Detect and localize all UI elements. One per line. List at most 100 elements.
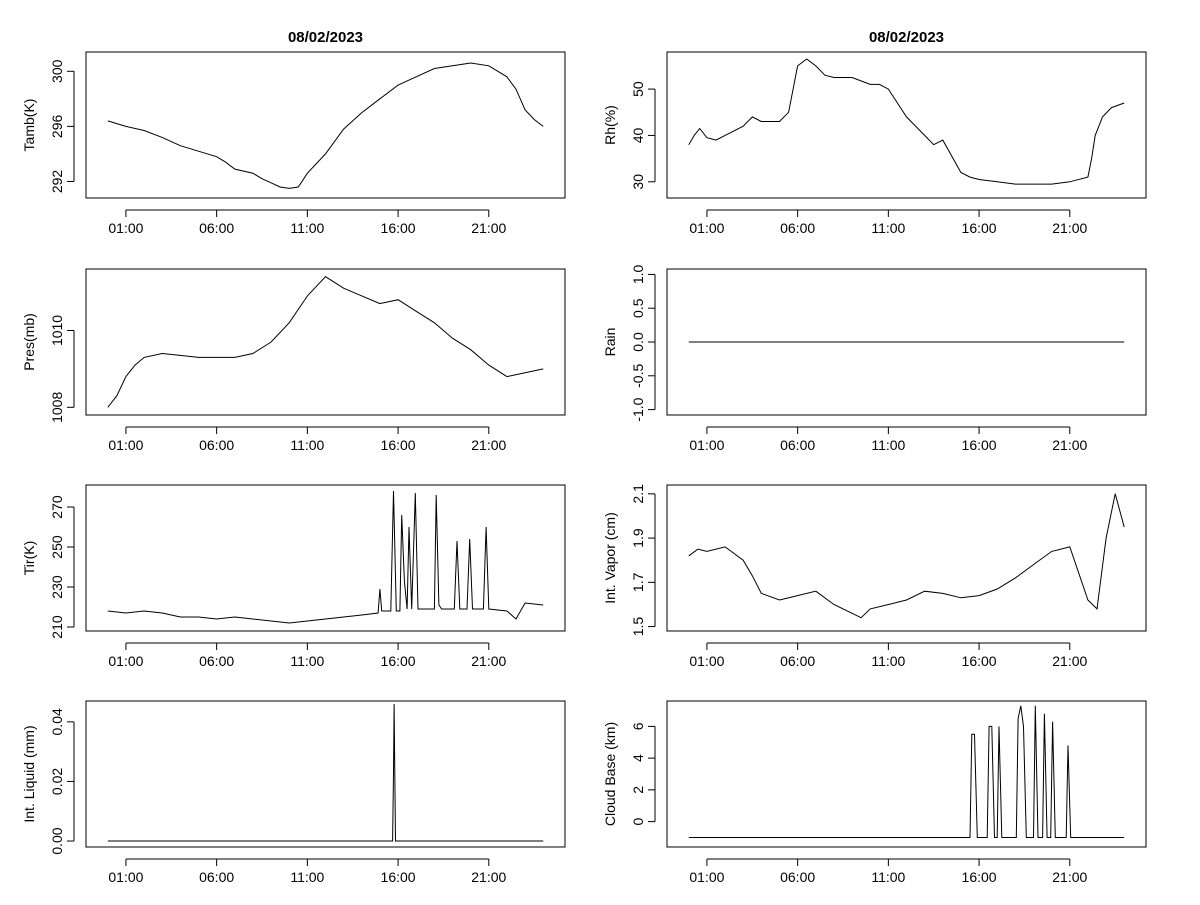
chart-title: 08/02/2023 bbox=[288, 29, 363, 46]
y-tick-label: 30 bbox=[630, 174, 646, 190]
y-tick-label: 292 bbox=[49, 170, 65, 194]
y-axis-label: Tir(K) bbox=[21, 541, 37, 575]
plot-frame bbox=[666, 700, 1147, 848]
y-tick-label: 0.00 bbox=[49, 827, 65, 854]
panel-1: 08/02/2023 01:00 06:00 11:00 16:00 21:00 292 29… bbox=[21, 29, 566, 236]
x-tick-label: 16:00 bbox=[962, 869, 997, 885]
y-tick-label: 296 bbox=[49, 114, 65, 138]
y-tick-label: -1.0 bbox=[630, 397, 646, 421]
x-tick-label: 01:00 bbox=[108, 869, 143, 885]
panel-7: 01:00 06:00 11:00 16:00 21:00 0.00 0.02 0.04 Int… bbox=[21, 700, 566, 885]
panel-3: 01:00 06:00 11:00 16:00 21:00 1008 1010 Pres(mb… bbox=[21, 268, 566, 453]
x-tick-label: 21:00 bbox=[471, 653, 506, 669]
x-tick-label: 16:00 bbox=[381, 220, 416, 236]
y-tick-label: 40 bbox=[630, 127, 646, 143]
y-tick-label: 0.0 bbox=[630, 332, 646, 352]
x-tick-label: 01:00 bbox=[108, 653, 143, 669]
y-tick-label: 1.9 bbox=[630, 528, 646, 548]
x-tick-label: 16:00 bbox=[962, 437, 997, 453]
x-tick-label: 11:00 bbox=[871, 869, 905, 885]
y-tick-label: -0.5 bbox=[630, 364, 646, 388]
y-tick-label: 250 bbox=[49, 535, 65, 559]
x-tick-label: 01:00 bbox=[108, 220, 143, 236]
y-tick-label: 1.7 bbox=[630, 572, 646, 592]
x-tick-label: 21:00 bbox=[1052, 869, 1087, 885]
y-tick-label: 2.1 bbox=[630, 484, 646, 504]
y-axis-label: Int. Liquid (mm) bbox=[21, 725, 37, 822]
x-tick-label: 06:00 bbox=[199, 220, 234, 236]
y-tick-label: 0 bbox=[630, 818, 646, 826]
x-tick-label: 11:00 bbox=[290, 437, 324, 453]
y-axis-label: Rh(%) bbox=[602, 105, 618, 145]
y-axis-label: Tamb(K) bbox=[21, 99, 37, 152]
x-tick-label: 11:00 bbox=[290, 220, 324, 236]
series-line-tir bbox=[107, 490, 544, 624]
x-tick-label: 01:00 bbox=[689, 220, 724, 236]
series-line-cloudbase bbox=[688, 705, 1125, 838]
y-tick-label: 1.5 bbox=[630, 617, 646, 637]
plot-frame bbox=[85, 700, 566, 848]
series-line-vapor bbox=[688, 493, 1125, 619]
panel-2: 08/02/2023 01:00 06:00 11:00 16:00 21:00 30 40 5… bbox=[602, 29, 1147, 236]
y-axis-label: Rain bbox=[602, 328, 618, 357]
x-tick-label: 11:00 bbox=[871, 437, 905, 453]
x-tick-label: 01:00 bbox=[689, 869, 724, 885]
x-tick-label: 21:00 bbox=[1052, 437, 1087, 453]
chart-title: 08/02/2023 bbox=[869, 29, 944, 46]
y-tick-label: 1010 bbox=[49, 315, 65, 346]
x-tick-label: 06:00 bbox=[199, 653, 234, 669]
x-tick-label: 06:00 bbox=[780, 653, 815, 669]
plot-frame bbox=[85, 51, 566, 199]
y-axis-label: Int. Vapor (cm) bbox=[602, 512, 618, 604]
series-line-rh bbox=[688, 58, 1125, 185]
plot-frame bbox=[85, 268, 566, 416]
x-tick-label: 16:00 bbox=[381, 869, 416, 885]
x-tick-label: 01:00 bbox=[108, 437, 143, 453]
plot-frame bbox=[666, 51, 1147, 199]
panel-4: 01:00 06:00 11:00 16:00 21:00 -1.0 -0.5 0.0 0.5 1… bbox=[602, 264, 1147, 453]
panel-8: 01:00 06:00 11:00 16:00 21:00 0 2 4 6 Cloud Base … bbox=[602, 700, 1147, 885]
plot-frame bbox=[85, 484, 566, 632]
y-tick-label: 210 bbox=[49, 615, 65, 639]
plot-frame bbox=[666, 484, 1147, 632]
plot-frame bbox=[666, 268, 1147, 416]
x-tick-label: 11:00 bbox=[290, 869, 324, 885]
x-tick-label: 16:00 bbox=[381, 653, 416, 669]
x-tick-label: 11:00 bbox=[290, 653, 324, 669]
x-tick-label: 21:00 bbox=[471, 437, 506, 453]
y-tick-label: 300 bbox=[49, 59, 65, 83]
x-tick-label: 21:00 bbox=[471, 869, 506, 885]
x-tick-label: 06:00 bbox=[199, 437, 234, 453]
y-tick-label: 2 bbox=[630, 786, 646, 794]
x-tick-label: 11:00 bbox=[871, 653, 905, 669]
y-tick-label: 50 bbox=[630, 81, 646, 97]
x-tick-label: 16:00 bbox=[962, 653, 997, 669]
x-tick-label: 11:00 bbox=[871, 220, 905, 236]
y-tick-label: 230 bbox=[49, 575, 65, 599]
y-tick-label: 6 bbox=[630, 722, 646, 730]
x-tick-label: 01:00 bbox=[689, 653, 724, 669]
panel-6: 01:00 06:00 11:00 16:00 21:00 1.5 1.7 1.9 2.1 Int… bbox=[602, 484, 1147, 669]
x-tick-label: 06:00 bbox=[780, 869, 815, 885]
y-axis-label: Cloud Base (km) bbox=[602, 722, 618, 826]
y-tick-label: 1008 bbox=[49, 392, 65, 423]
x-tick-label: 06:00 bbox=[199, 869, 234, 885]
x-tick-label: 21:00 bbox=[1052, 653, 1087, 669]
x-tick-label: 21:00 bbox=[471, 220, 506, 236]
x-tick-label: 16:00 bbox=[381, 437, 416, 453]
y-tick-label: 1.0 bbox=[630, 264, 646, 284]
x-tick-label: 21:00 bbox=[1052, 220, 1087, 236]
series-line-liquid bbox=[107, 703, 544, 842]
x-tick-label: 16:00 bbox=[962, 220, 997, 236]
x-tick-label: 06:00 bbox=[780, 437, 815, 453]
panel-5: 01:00 06:00 11:00 16:00 21:00 210 230 250 270 Tir… bbox=[21, 484, 566, 669]
series-line-pres bbox=[107, 276, 544, 408]
series-line-tamb bbox=[107, 62, 544, 189]
x-tick-label: 01:00 bbox=[689, 437, 724, 453]
y-axis-label: Pres(mb) bbox=[21, 313, 37, 371]
y-tick-label: 4 bbox=[630, 754, 646, 762]
y-tick-label: 0.5 bbox=[630, 298, 646, 318]
y-tick-label: 270 bbox=[49, 495, 65, 519]
